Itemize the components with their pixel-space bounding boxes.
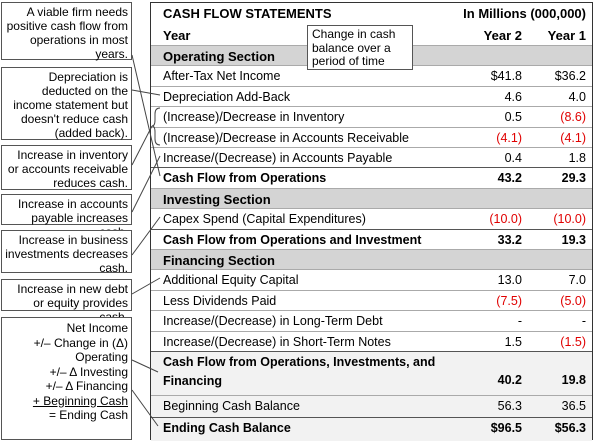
row-label: Ending Cash Balance [163, 421, 291, 435]
formula-line: = Ending Cash [48, 408, 128, 422]
row-label: After-Tax Net Income [163, 69, 281, 84]
table-row: Increase/(Decrease) in Long-Term Debt - - [151, 310, 592, 330]
cell-value: 40.2 [497, 373, 522, 387]
cell-value: $56.3 [554, 421, 586, 435]
cell-value: - [581, 314, 586, 329]
formula-line: + Beginning Cash [32, 393, 128, 408]
cell-value: 0.4 [504, 151, 522, 165]
section-row: Financing Section [151, 249, 592, 270]
row-label: Beginning Cash Balance [163, 399, 300, 413]
cell-value: 19.8 [561, 373, 586, 387]
row-label: Capex Spend (Capital Expenditures) [163, 212, 366, 227]
cell-value: 13.0 [497, 273, 522, 288]
cell-value: 1.5 [504, 334, 522, 349]
row-label: Depreciation Add-Back [163, 89, 291, 104]
table-row: Ending Cash Balance $96.5 $56.3 [151, 417, 592, 441]
column-header: Year 1 [547, 28, 586, 43]
row-label: Increase/(Decrease) in Accounts Payable [163, 151, 393, 165]
table-row: (Increase)/Decrease in Inventory 0.5 (8.6) [151, 106, 592, 126]
column-header: Year 2 [483, 28, 522, 43]
header-row: CASH FLOW STATEMENTS In Millions (000,00… [151, 3, 592, 25]
row-label: Operating Section [163, 49, 275, 64]
cell-value: $36.2 [554, 69, 586, 84]
table-row: Increase/(Decrease) in Short-Term Notes 1… [151, 330, 592, 351]
cell-value: 43.2 [497, 171, 522, 186]
formula-line: Net Income [66, 321, 128, 335]
callout: Change in cash balance over a period of … [307, 25, 413, 70]
row-label: Cash Flow from Operations, Investments, … [163, 355, 436, 388]
table-row: (Increase)/Decrease in Accounts Receivab… [151, 126, 592, 147]
table-row: Less Dividends Paid (7.5) (5.0) [151, 289, 592, 310]
table-row: Cash Flow from Operations and Investment… [151, 228, 592, 249]
row-label: Increase/(Decrease) in Short-Term Notes [163, 334, 391, 349]
row-label: (Increase)/Decrease in Inventory [163, 110, 345, 125]
title: CASH FLOW STATEMENTS [163, 6, 332, 21]
formula-line: +/– Δ Investing [49, 364, 128, 379]
cell-value: 29.3 [561, 171, 586, 186]
cell-value: (10.0) [553, 212, 586, 227]
cell-value: (5.0) [560, 293, 586, 308]
row-label: Cash Flow from Operations [163, 171, 327, 186]
cell-value: 33.2 [497, 232, 522, 247]
cell-value: 36.5 [561, 399, 586, 413]
table-row: Beginning Cash Balance 56.3 36.5 [151, 395, 592, 417]
table-row: Increase/(Decrease) in Accounts Payable 0… [151, 147, 592, 167]
cell-value: 0.5 [504, 110, 522, 125]
note: Depreciation is deducted on the income s… [1, 67, 132, 140]
row-label: Investing Section [163, 191, 271, 207]
cell-value: 7.0 [568, 273, 586, 288]
note: A viable firm needs positive cash flow f… [1, 2, 132, 61]
row-label: Financing Section [163, 253, 275, 268]
row-label: (Increase)/Decrease in Accounts Receivab… [163, 130, 409, 145]
cell-value: (8.6) [560, 110, 586, 125]
row-label: Additional Equity Capital [163, 273, 299, 288]
formula-note: Net Income +/– Change in (Δ) Operating +… [1, 317, 132, 440]
cell-value: 1.8 [568, 151, 586, 165]
cell-value: (10.0) [489, 212, 522, 227]
cell-value: 4.6 [504, 89, 522, 104]
row-label: Cash Flow from Operations and Investment [163, 232, 422, 247]
cell-value: (4.1) [560, 130, 586, 145]
cell-value: $96.5 [490, 421, 522, 435]
formula-line: Operating [75, 350, 128, 364]
section-row: Investing Section [151, 187, 592, 209]
table-row: Capex Spend (Capital Expenditures) (10.0)… [151, 208, 592, 228]
cell-value: 56.3 [497, 399, 522, 413]
table-row: Additional Equity Capital 13.0 7.0 [151, 269, 592, 289]
column-header-row: Year Year 2 Year 1 [151, 25, 592, 45]
cell-value: $41.8 [490, 69, 522, 84]
cell-value: - [517, 314, 522, 329]
note: Increase in accounts payable increases c… [1, 194, 132, 239]
note: Increase in business investments decreas… [1, 230, 132, 275]
formula-line: +/– Δ Financing [45, 379, 128, 393]
row-label: Less Dividends Paid [163, 293, 277, 308]
cell-value: 19.3 [561, 232, 586, 247]
cell-value: (4.1) [496, 130, 522, 145]
table-row: Cash Flow from Operations 43.2 29.3 [151, 167, 592, 187]
column-header: Year [163, 28, 191, 43]
table-row: Depreciation Add-Back 4.6 4.0 [151, 85, 592, 106]
formula-line: +/– Change in (Δ) [33, 335, 128, 350]
units: In Millions (000,000) [463, 6, 586, 21]
cell-value: (1.5) [560, 334, 586, 349]
note: Increase in inventory or accounts receiv… [1, 145, 132, 190]
cell-value: 4.0 [568, 89, 586, 104]
cash-flow-table: CASH FLOW STATEMENTS In Millions (000,00… [150, 2, 593, 441]
row-label: Increase/(Decrease) in Long-Term Debt [163, 314, 383, 329]
table-row: Cash Flow from Operations, Investments, … [151, 351, 592, 395]
cell-value: (7.5) [496, 293, 522, 308]
note: Increase in new debt or equity provides … [1, 279, 132, 324]
